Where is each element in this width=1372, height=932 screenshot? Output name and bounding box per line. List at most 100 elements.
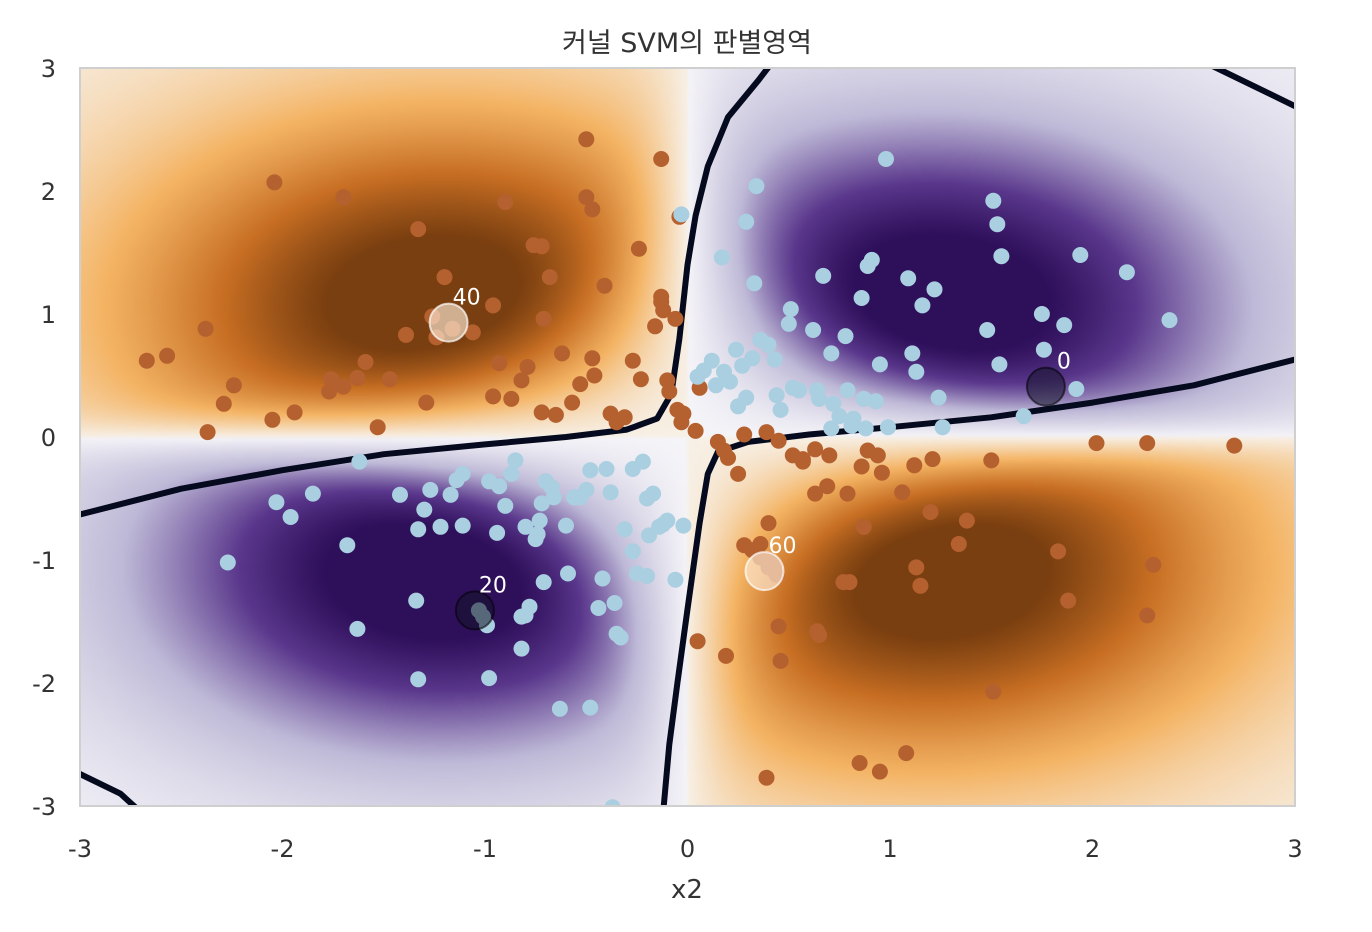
data-point-class-a — [871, 763, 888, 780]
data-point-class-b — [871, 356, 888, 373]
data-point-class-b — [985, 192, 1002, 209]
data-point-class-b — [900, 270, 917, 287]
data-point-class-b — [582, 462, 599, 479]
x-tick-label: -3 — [68, 835, 92, 863]
data-point-class-b — [744, 350, 761, 367]
data-point-class-b — [790, 382, 807, 399]
data-point-class-a — [839, 485, 856, 502]
x-tick-label: 0 — [680, 835, 695, 863]
data-point-class-b — [410, 671, 427, 688]
data-point-class-a — [578, 189, 595, 206]
data-point-class-b — [722, 373, 738, 390]
data-point-class-a — [572, 376, 589, 393]
data-point-class-b — [993, 248, 1010, 265]
highlighted-sample-marker — [454, 590, 495, 631]
data-point-class-b — [748, 178, 765, 195]
data-point-class-b — [416, 501, 433, 518]
data-point-class-a — [898, 745, 915, 762]
data-point-class-a — [381, 371, 398, 388]
data-point-class-a — [906, 457, 923, 474]
y-tick-label: 1 — [41, 301, 56, 329]
data-point-class-a — [922, 504, 939, 520]
data-point-class-b — [513, 640, 530, 657]
data-point-class-a — [535, 310, 552, 327]
data-point-class-a — [752, 536, 769, 552]
data-point-class-b — [351, 453, 368, 470]
highlighted-sample-label: 40 — [453, 286, 481, 311]
data-point-class-a — [632, 371, 649, 388]
x-tick-label: 3 — [1287, 835, 1302, 863]
data-point-class-a — [547, 406, 564, 423]
x-tick-label: -1 — [473, 835, 497, 863]
data-point-class-a — [266, 174, 283, 191]
data-point-class-b — [1033, 306, 1050, 322]
data-point-class-b — [410, 521, 427, 538]
data-point-class-a — [349, 370, 366, 386]
data-point-class-b — [659, 512, 676, 529]
data-point-class-b — [1015, 408, 1032, 425]
data-point-class-a — [661, 383, 678, 400]
data-point-class-b — [497, 497, 514, 514]
data-point-class-a — [554, 345, 570, 362]
data-point-class-b — [489, 524, 506, 541]
data-point-class-a — [1088, 435, 1105, 452]
data-point-class-b — [1068, 381, 1085, 397]
decision-function-heatmap — [80, 68, 1295, 806]
data-point-class-b — [551, 700, 568, 717]
data-point-class-b — [853, 290, 870, 306]
data-point-class-b — [811, 390, 828, 407]
data-point-class-b — [863, 251, 880, 268]
data-point-class-b — [606, 595, 623, 611]
data-point-class-a — [912, 577, 929, 594]
data-point-class-b — [616, 521, 633, 538]
data-point-class-a — [519, 358, 536, 375]
data-point-class-b — [768, 387, 785, 404]
data-point-class-a — [410, 221, 427, 238]
data-point-class-b — [815, 267, 832, 284]
data-point-class-b — [282, 509, 299, 525]
x-axis-ticks: -3 -2 -1 0 1 2 3 — [68, 835, 1303, 863]
data-point-class-b — [908, 363, 925, 380]
data-point-class-a — [924, 451, 941, 468]
data-point-class-a — [491, 355, 508, 372]
x-tick-label: 1 — [882, 835, 897, 863]
data-point-class-b — [713, 249, 730, 266]
highlighted-samples: 0 20 40 60 — [428, 286, 1071, 631]
data-point-class-a — [794, 453, 811, 470]
highlighted-sample-label: 20 — [479, 573, 507, 598]
data-point-class-b — [746, 275, 763, 292]
data-point-class-b — [934, 419, 951, 436]
data-point-class-a — [624, 352, 641, 369]
data-point-class-a — [485, 388, 502, 405]
data-point-class-b — [930, 389, 947, 406]
data-point-class-b — [582, 699, 599, 716]
data-point-class-a — [758, 769, 775, 786]
data-point-class-a — [958, 512, 975, 529]
highlighted-sample-label: 0 — [1057, 350, 1071, 375]
data-point-class-b — [823, 420, 840, 437]
data-point-class-b — [219, 554, 236, 571]
data-point-class-b — [914, 297, 931, 314]
data-point-class-a — [369, 419, 386, 436]
data-point-class-b — [1072, 247, 1089, 263]
data-point-class-b — [989, 216, 1006, 233]
data-point-class-a — [1226, 437, 1243, 454]
data-point-class-a — [851, 755, 868, 771]
data-point-class-a — [321, 383, 338, 400]
data-point-class-b — [738, 389, 755, 406]
data-point-class-a — [159, 347, 176, 364]
data-point-class-b — [521, 598, 538, 615]
data-point-class-a — [630, 240, 647, 257]
data-point-class-a — [811, 627, 828, 643]
data-point-class-a — [1139, 435, 1156, 452]
data-point-class-a — [894, 484, 911, 501]
data-point-class-a — [616, 409, 633, 426]
data-point-class-b — [703, 352, 720, 369]
data-point-class-b — [503, 465, 520, 482]
data-point-class-a — [503, 390, 520, 407]
data-point-class-b — [904, 345, 921, 362]
y-tick-label: 3 — [41, 55, 56, 83]
data-point-class-b — [533, 495, 550, 512]
highlighted-sample-marker — [428, 302, 469, 343]
data-point-class-a — [513, 372, 530, 389]
